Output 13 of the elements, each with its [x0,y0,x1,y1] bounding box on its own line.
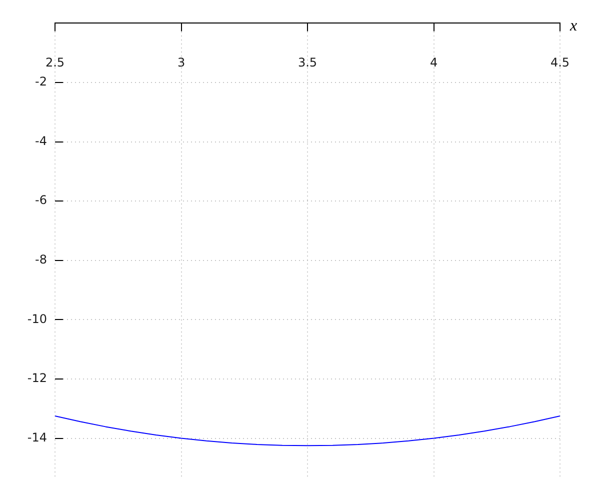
y-tick-label: -8 [35,252,47,266]
x-tick-label: 2.5 [45,56,65,70]
y-tick-label: -2 [35,74,47,89]
x-axis-title: x [569,17,578,34]
y-tick-label: -12 [27,371,47,386]
y-tick-label: -14 [27,430,47,444]
y-tick-label: -4 [35,134,47,148]
y-tick-label: -10 [27,312,47,326]
y-tick-label: -6 [35,193,47,208]
x-tick-label: 4 [430,56,438,70]
x-tick-label: 3 [177,56,186,70]
x-tick-label: 4.5 [550,56,570,70]
x-tick-label: 3.5 [298,56,318,70]
